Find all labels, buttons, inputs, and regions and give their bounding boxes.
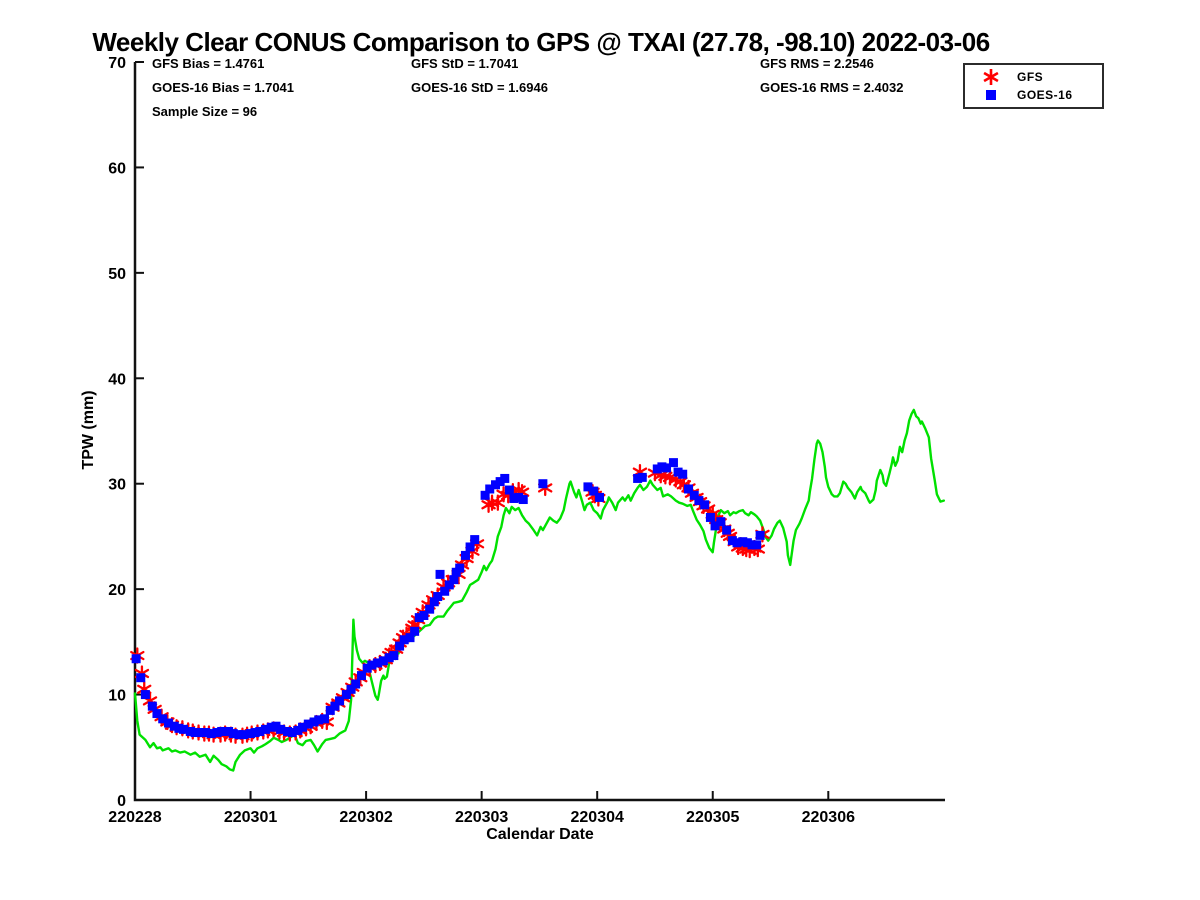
- legend-row-goes: GOES-16: [965, 87, 1102, 104]
- x-tick-label: 220304: [571, 809, 624, 826]
- stat-goes-rms: GOES-16 RMS = 2.4032: [760, 80, 904, 95]
- y-tick-label: 50: [108, 266, 126, 283]
- square-icon: [965, 86, 1017, 104]
- x-tick-label: 220303: [455, 809, 508, 826]
- y-tick-label: 70: [108, 55, 126, 72]
- x-tick-label: 220306: [802, 809, 855, 826]
- series-gfs: [130, 463, 770, 744]
- y-tick-label: 60: [108, 160, 126, 177]
- y-tick-label: 20: [108, 582, 126, 599]
- asterisk-icon: [965, 68, 1017, 86]
- y-tick-label: 30: [108, 477, 126, 494]
- series-gps: [133, 408, 945, 772]
- stat-sample-size: Sample Size = 96: [152, 104, 258, 119]
- series-goes-16: [131, 458, 765, 740]
- y-tick-label: 40: [108, 371, 126, 388]
- x-tick-label: 220228: [108, 809, 161, 826]
- x-tick-label: 220302: [339, 809, 392, 826]
- legend-row-gfs: GFS: [965, 69, 1102, 86]
- legend-box: GFS GOES-16: [963, 63, 1104, 109]
- chart-title: Weekly Clear CONUS Comparison to GPS @ T…: [92, 27, 990, 57]
- y-tick-label: 0: [117, 793, 126, 810]
- stat-gfs-rms: GFS RMS = 2.2546: [760, 56, 874, 71]
- stat-goes-std: GOES-16 StD = 1.6946: [411, 80, 548, 95]
- x-tick-label: 220305: [686, 809, 739, 826]
- stat-gfs-std: GFS StD = 1.7041: [411, 56, 519, 71]
- axes-frame: [133, 62, 945, 802]
- stat-gfs-bias: GFS Bias = 1.4761: [152, 56, 265, 71]
- y-tick-label: 10: [108, 688, 126, 705]
- x-axis-label: Calendar Date: [486, 826, 594, 843]
- legend-label-gfs: GFS: [1017, 70, 1044, 84]
- stat-goes-bias: GOES-16 Bias = 1.7041: [152, 80, 295, 95]
- x-tick-label: 220301: [224, 809, 277, 826]
- legend-label-goes: GOES-16: [1017, 88, 1073, 102]
